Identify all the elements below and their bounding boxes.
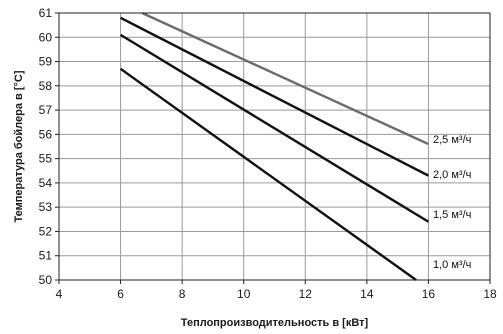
y-tick-label: 51 [39, 249, 53, 263]
x-tick-label: 6 [117, 287, 124, 301]
y-tick-label: 59 [39, 55, 53, 69]
x-axis-title: Теплопроизводительность в [кВт] [181, 317, 369, 329]
grid [59, 13, 490, 280]
y-tick-label: 56 [39, 127, 53, 141]
series-line [141, 11, 429, 146]
x-tick-label: 10 [237, 287, 251, 301]
y-tick-label: 58 [39, 79, 53, 93]
y-axis-ticks: 50 51 52 53 54 55 56 57 58 59 60 61 [39, 6, 59, 287]
y-tick-label: 54 [39, 176, 53, 190]
x-tick-label: 4 [56, 287, 63, 301]
x-axis-ticks: 4 6 8 10 12 14 16 18 [56, 280, 497, 301]
y-tick-label: 55 [39, 152, 53, 166]
y-tick-label: 57 [39, 103, 53, 117]
series-line [120, 16, 429, 177]
x-tick-label: 12 [299, 287, 313, 301]
x-tick-label: 18 [483, 287, 497, 301]
y-tick-label: 53 [39, 200, 53, 214]
series-line [119, 67, 417, 281]
x-tick-label: 16 [422, 287, 436, 301]
series-labels: 2,5 м³/ч 2,0 м³/ч 1,5 м³/ч 1,0 м³/ч [433, 134, 471, 271]
x-tick-label: 8 [179, 287, 186, 301]
series-label: 1,0 м³/ч [433, 259, 471, 271]
series-label: 1,5 м³/ч [433, 209, 471, 221]
plot-frame [58, 12, 491, 281]
y-tick-label: 61 [39, 6, 53, 20]
y-tick-label: 60 [39, 30, 53, 44]
series-label: 2,5 м³/ч [433, 134, 471, 146]
series-line [119, 33, 430, 223]
y-tick-label: 52 [39, 224, 53, 238]
y-axis-title: Температура бойлера в [°C] [13, 70, 25, 222]
series-label: 2,0 м³/ч [433, 169, 471, 181]
y-tick-label: 50 [39, 273, 53, 287]
series-lines [119, 11, 430, 281]
x-tick-label: 14 [360, 287, 374, 301]
